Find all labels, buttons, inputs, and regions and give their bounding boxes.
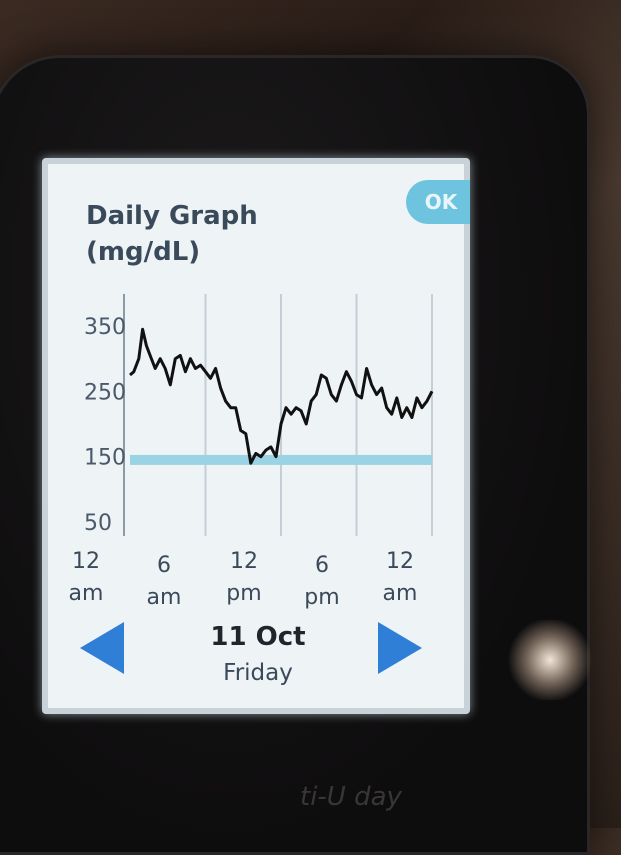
light-glare (505, 620, 595, 700)
target-range-line (130, 454, 432, 465)
date-label: 11 Oct (210, 622, 306, 652)
y-tick-label: 50 (84, 511, 112, 536)
x-tick-label-bottom: am (68, 581, 104, 606)
meter-screen: Daily Graph (mg/dL) OK 350 250 150 50 12 am 6… (42, 158, 470, 714)
x-tick-label-bottom: pm (304, 585, 340, 610)
x-tick-label: 6 am (134, 550, 194, 614)
page-title: Daily Graph (mg/dL) (86, 198, 258, 270)
x-tick-label-bottom: pm (226, 581, 262, 606)
x-tick-label: 12 am (56, 546, 116, 610)
daily-glucose-graph: 350 250 150 50 (84, 294, 434, 536)
glucose-series-line (129, 327, 434, 465)
y-tick-labels: 350 250 150 50 (84, 315, 126, 536)
title-line-1: Daily Graph (86, 201, 258, 231)
x-tick-label-top: 12 (230, 549, 258, 574)
x-tick-label-bottom: am (382, 581, 418, 606)
x-tick-label-top: 12 (72, 549, 100, 574)
x-tick-label-top: 12 (386, 549, 414, 574)
title-line-2: (mg/dL) (86, 237, 201, 267)
grid-lines (204, 294, 433, 536)
device-brand: ti-U day (300, 782, 402, 812)
prev-day-button[interactable] (76, 620, 128, 676)
y-tick-label: 350 (84, 315, 126, 340)
x-tick-label: 6 pm (292, 550, 352, 614)
right-triangle-arrow-icon (378, 622, 422, 674)
y-tick-label: 150 (84, 446, 126, 471)
x-tick-label-top: 6 (315, 553, 329, 578)
y-tick-label: 250 (84, 380, 126, 405)
left-triangle-arrow-icon (80, 622, 124, 674)
x-tick-label-bottom: am (146, 585, 182, 610)
day-label: Friday (223, 660, 293, 686)
x-tick-label: 12 pm (214, 546, 274, 610)
next-day-button[interactable] (374, 620, 426, 676)
x-tick-label: 12 am (370, 546, 430, 610)
ok-button[interactable]: OK (406, 180, 470, 224)
x-tick-label-top: 6 (157, 553, 171, 578)
